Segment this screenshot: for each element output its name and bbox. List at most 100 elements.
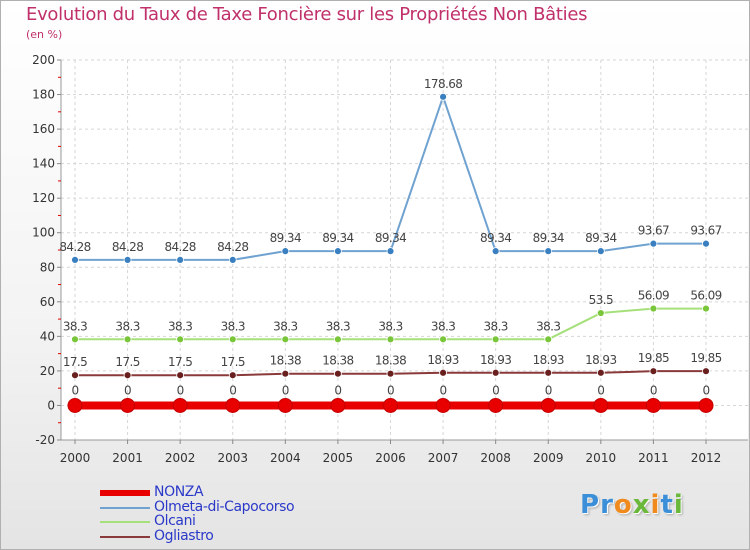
legend-swatch	[100, 521, 150, 523]
y-tick-label: 160	[32, 122, 55, 136]
x-tick-label: 2012	[691, 451, 722, 465]
data-label: 17.5	[168, 355, 192, 369]
y-tick-label: 40	[40, 329, 55, 343]
data-point	[67, 397, 83, 413]
logo-letter: i	[673, 490, 684, 520]
y-tick-label: 60	[40, 295, 55, 309]
y-tick-label: 0	[47, 398, 55, 412]
data-point	[596, 247, 605, 256]
data-label: 18.93	[585, 353, 616, 367]
plot-area	[61, 60, 748, 440]
legend-swatch	[100, 506, 150, 509]
data-point	[439, 92, 447, 101]
data-label: 38.3	[378, 319, 402, 333]
x-tick-label: 2000	[60, 451, 91, 465]
data-point	[649, 239, 658, 248]
data-point	[544, 247, 553, 256]
data-point	[123, 335, 132, 344]
data-label: 84.28	[112, 240, 143, 254]
data-label: 19.85	[690, 351, 721, 365]
data-label: 0	[650, 383, 657, 397]
y-tick-label: 80	[40, 260, 55, 274]
data-point	[702, 239, 710, 248]
data-label: 38.3	[115, 319, 139, 333]
x-tick-label: 2010	[586, 451, 617, 465]
y-tick-label: 200	[32, 53, 55, 67]
data-point	[172, 397, 188, 413]
y-tick-label: 180	[32, 88, 55, 102]
legend-swatch	[100, 490, 150, 496]
y-tick-label: 140	[32, 157, 55, 171]
data-point	[593, 397, 609, 413]
logo-letter: x	[632, 490, 651, 520]
data-label: 38.3	[273, 319, 297, 333]
legend-swatch	[100, 535, 150, 538]
data-point	[491, 247, 500, 256]
data-point	[544, 335, 553, 344]
legend-label: NONZA	[154, 484, 204, 500]
data-point	[225, 397, 241, 413]
data-label: 38.3	[221, 319, 245, 333]
data-point	[334, 247, 342, 256]
data-label: 89.34	[585, 231, 616, 245]
data-label: 38.3	[484, 319, 508, 333]
data-label: 0	[440, 383, 447, 397]
data-label: 0	[702, 383, 709, 397]
data-point	[228, 255, 237, 264]
data-label: 38.3	[431, 319, 455, 333]
data-point	[439, 335, 447, 344]
data-label: 18.93	[480, 353, 511, 367]
data-label: 93.67	[638, 224, 669, 238]
data-label: 0	[545, 383, 552, 397]
data-label: 38.3	[63, 319, 87, 333]
legend-item: Ogliastro	[100, 528, 360, 544]
data-label: 0	[124, 383, 131, 397]
data-point	[596, 368, 605, 377]
data-label: 18.93	[427, 353, 458, 367]
data-point	[698, 397, 714, 413]
data-label: 0	[334, 383, 341, 397]
chart-subtitle: (en %)	[26, 28, 63, 41]
x-tick-label: 2006	[375, 451, 406, 465]
data-label: 0	[597, 383, 604, 397]
legend-item: Olcani	[100, 513, 360, 529]
data-point	[176, 335, 185, 344]
data-label: 93.67	[690, 224, 721, 238]
data-point	[71, 371, 79, 380]
data-label: 0	[71, 383, 78, 397]
data-point	[120, 397, 136, 413]
data-label: 89.34	[375, 231, 406, 245]
data-point	[228, 371, 237, 380]
data-label: 56.09	[638, 289, 669, 303]
x-tick-label: 2003	[217, 451, 248, 465]
data-label: 17.5	[63, 355, 87, 369]
data-point	[71, 335, 79, 344]
data-label: 0	[229, 383, 236, 397]
data-label: 56.09	[690, 289, 721, 303]
data-point	[488, 397, 504, 413]
legend-item: NONZA	[100, 484, 360, 500]
data-point	[596, 309, 605, 317]
data-point	[439, 368, 447, 377]
data-point	[386, 247, 395, 256]
x-tick-label: 2002	[165, 451, 196, 465]
logo-letter: P	[580, 490, 601, 520]
data-point	[334, 335, 342, 344]
y-tick-label: 100	[32, 226, 55, 240]
data-point	[540, 397, 556, 413]
data-point	[281, 247, 290, 256]
y-tick-label: 20	[40, 364, 55, 378]
data-point	[176, 371, 185, 380]
data-point	[277, 397, 293, 413]
data-label: 38.3	[168, 319, 192, 333]
data-point	[281, 335, 290, 344]
data-point	[491, 335, 500, 344]
data-label: 0	[387, 383, 394, 397]
data-label: 18.93	[533, 353, 564, 367]
data-label: 84.28	[217, 240, 248, 254]
logo-letter: o	[613, 490, 633, 520]
data-label: 19.85	[638, 351, 669, 365]
data-label: 0	[492, 383, 499, 397]
data-label: 89.34	[480, 231, 511, 245]
